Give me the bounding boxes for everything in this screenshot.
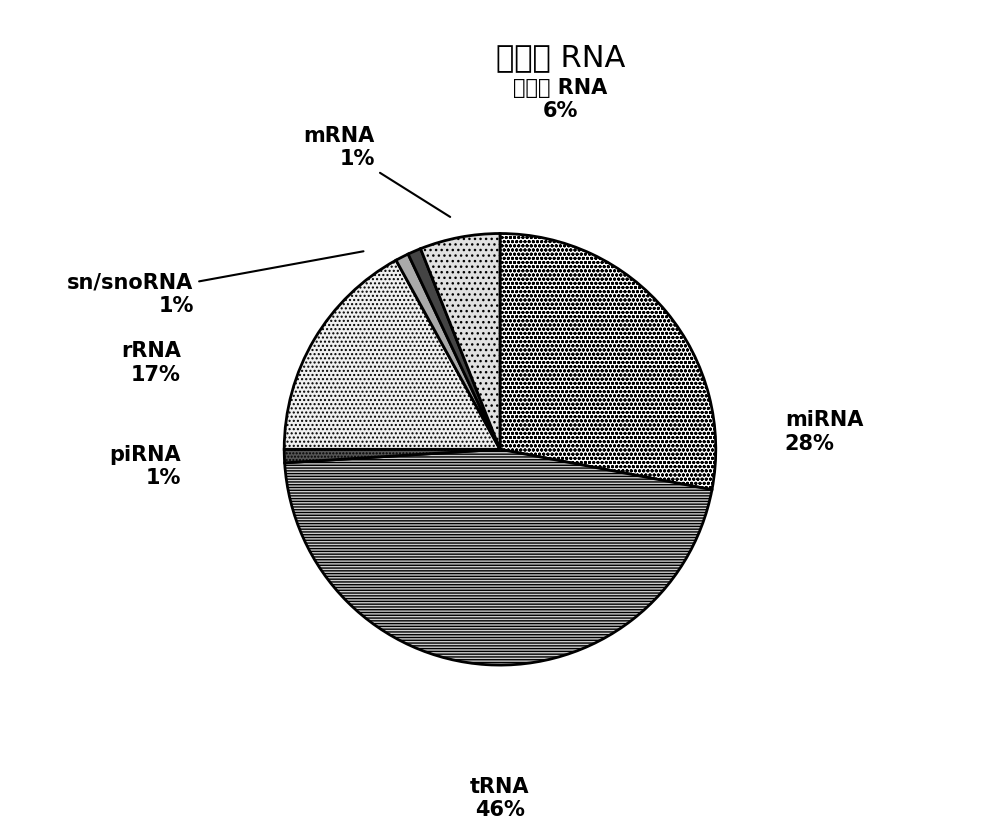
Wedge shape <box>285 449 712 665</box>
Text: piRNA
1%: piRNA 1% <box>109 445 181 489</box>
Wedge shape <box>421 234 500 449</box>
Wedge shape <box>284 261 500 449</box>
Wedge shape <box>284 449 500 463</box>
Text: sn/snoRNA
1%: sn/snoRNA 1% <box>67 251 363 316</box>
Wedge shape <box>396 254 500 449</box>
Wedge shape <box>408 249 500 449</box>
Text: 其它小 RNA
6%: 其它小 RNA 6% <box>513 78 608 122</box>
Text: rRNA
17%: rRNA 17% <box>121 341 181 385</box>
Text: tRNA
46%: tRNA 46% <box>470 778 530 820</box>
Text: mRNA
1%: mRNA 1% <box>304 126 450 217</box>
Text: miRNA
28%: miRNA 28% <box>785 411 863 453</box>
Wedge shape <box>500 234 716 489</box>
Text: 其它小 RNA: 其它小 RNA <box>496 43 625 72</box>
